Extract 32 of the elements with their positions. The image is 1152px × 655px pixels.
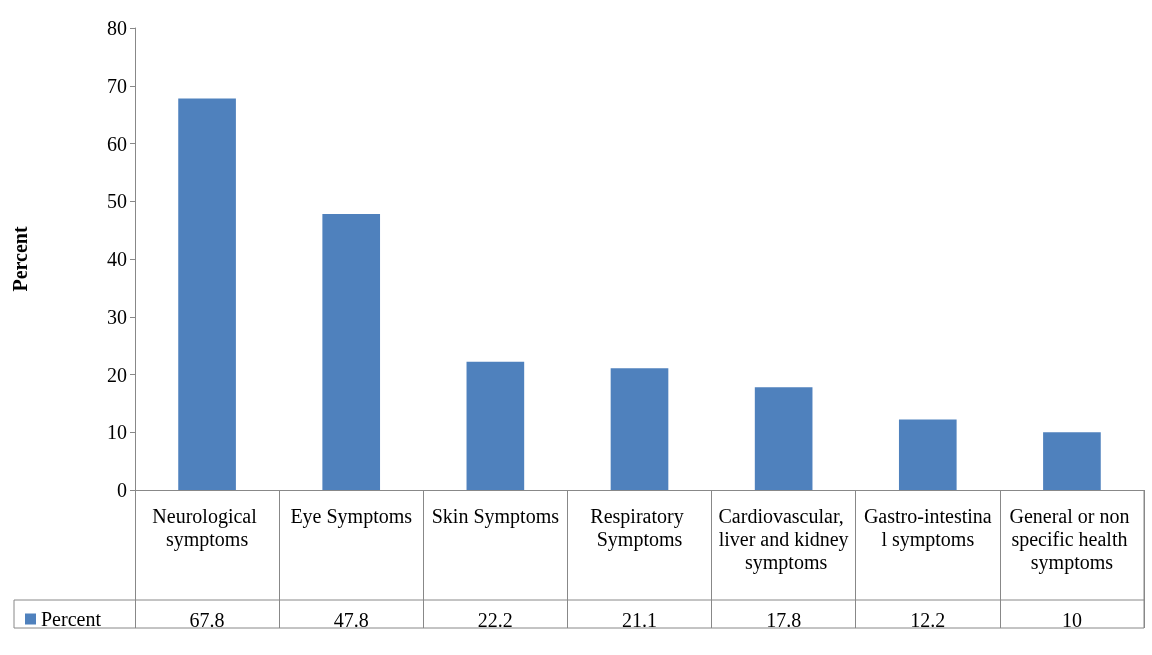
y-tick-label: 60 — [107, 132, 127, 155]
bar — [322, 213, 381, 490]
data-label: 17.8 — [766, 609, 802, 631]
bar — [610, 368, 669, 490]
data-label: 12.2 — [910, 609, 946, 631]
x-tick-label: General or non specific health symptoms — [1009, 504, 1135, 574]
data-label: 47.8 — [333, 609, 369, 631]
bar — [898, 419, 957, 490]
x-tick-label: Skin Symptoms — [431, 504, 560, 528]
x-tick-label: Respiratory Symptoms — [590, 504, 689, 551]
y-axis-title: Percent — [9, 226, 31, 292]
y-tick-label: 50 — [107, 190, 127, 213]
data-label: 67.8 — [189, 609, 225, 631]
y-tick-label: 10 — [107, 421, 127, 444]
data-label: 21.1 — [622, 609, 657, 631]
bar — [754, 387, 813, 490]
bar — [466, 361, 525, 490]
y-tick-label: 0 — [117, 479, 127, 501]
data-label: 10 — [1061, 609, 1082, 631]
legend-label: Percent — [41, 608, 102, 630]
y-tick-label: 30 — [107, 305, 127, 328]
x-tick-label: Cardiovascular, liver and kidney symptoms — [718, 504, 849, 574]
bar — [178, 98, 236, 490]
x-tick-label: Gastro-intestinal symptoms — [863, 504, 992, 551]
bar — [1043, 432, 1101, 490]
y-tick-label: 70 — [107, 74, 127, 97]
y-tick-label: 80 — [107, 17, 127, 39]
data-label: 22.2 — [477, 609, 513, 631]
y-tick-label: 20 — [107, 363, 127, 386]
x-tick-label: Neurological symptoms — [152, 504, 262, 551]
x-tick-label: Eye Symptoms — [290, 504, 413, 528]
y-tick-label: 40 — [107, 248, 127, 270]
